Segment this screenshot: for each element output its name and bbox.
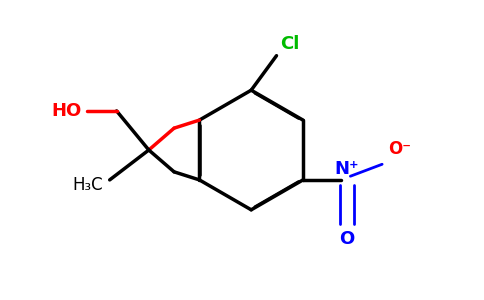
Text: HO: HO xyxy=(52,102,82,120)
Text: N⁺: N⁺ xyxy=(334,160,359,178)
Text: Cl: Cl xyxy=(280,35,300,53)
Text: H₃C: H₃C xyxy=(72,176,103,194)
Text: O⁻: O⁻ xyxy=(388,140,411,158)
Text: O: O xyxy=(339,230,354,247)
